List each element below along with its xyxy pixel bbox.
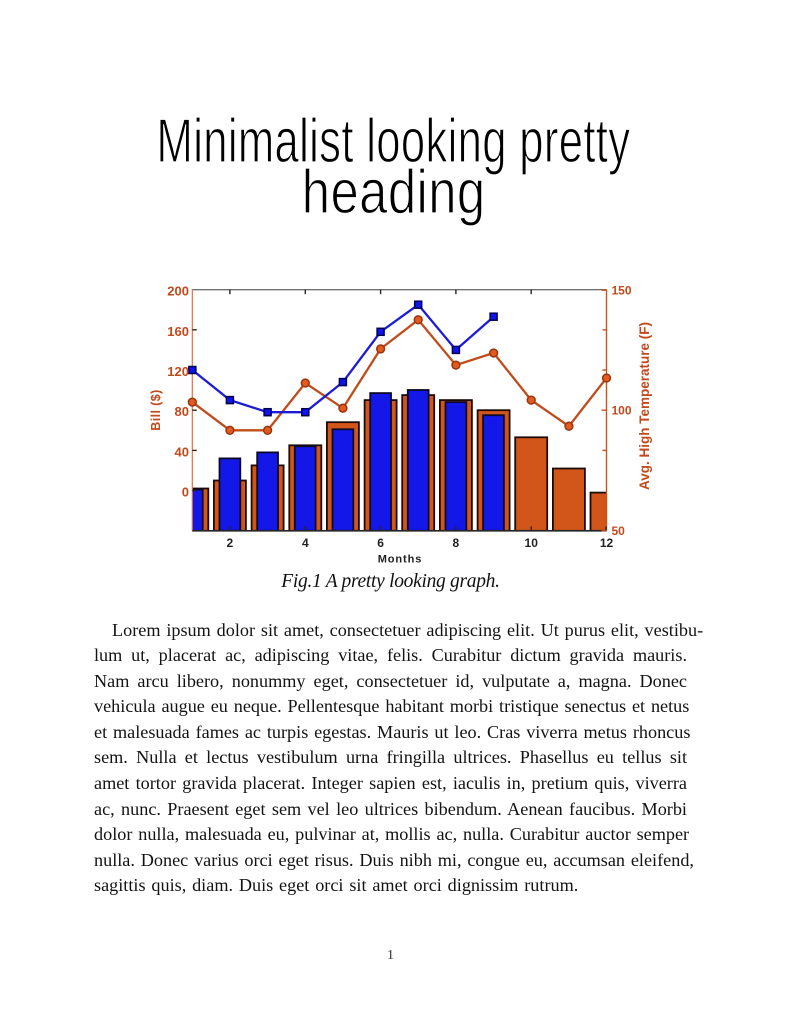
svg-text:150: 150 [612, 284, 632, 298]
svg-text:160: 160 [167, 324, 189, 339]
svg-text:80: 80 [175, 404, 189, 419]
svg-text:120: 120 [167, 364, 189, 379]
svg-text:8: 8 [453, 536, 460, 550]
svg-text:4: 4 [302, 536, 309, 550]
svg-text:40: 40 [175, 444, 189, 459]
svg-text:10: 10 [525, 536, 539, 550]
svg-text:Months: Months [378, 554, 423, 566]
svg-text:12: 12 [600, 536, 614, 550]
svg-text:0: 0 [182, 485, 189, 500]
svg-text:Avg. High Temperature (F): Avg. High Temperature (F) [637, 322, 652, 490]
svg-text:Bill ($): Bill ($) [149, 389, 163, 430]
svg-text:6: 6 [377, 536, 384, 550]
svg-text:200: 200 [167, 284, 189, 299]
svg-text:100: 100 [612, 404, 632, 418]
svg-text:50: 50 [612, 524, 626, 538]
svg-text:2: 2 [227, 536, 234, 550]
